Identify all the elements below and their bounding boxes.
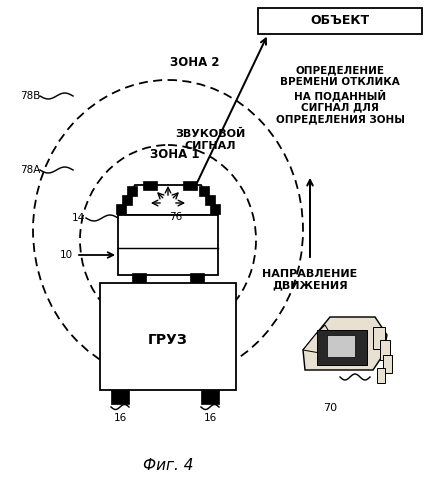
Bar: [190, 273, 204, 283]
Bar: [380, 340, 390, 360]
Bar: [143, 181, 157, 190]
Polygon shape: [303, 317, 387, 370]
Bar: [116, 204, 127, 214]
Bar: [100, 283, 236, 390]
Polygon shape: [118, 185, 218, 215]
Bar: [204, 195, 215, 205]
Bar: [327, 335, 355, 357]
Text: 10: 10: [60, 250, 73, 260]
Bar: [183, 181, 197, 190]
Bar: [377, 368, 385, 383]
Text: ЗОНА 2: ЗОНА 2: [170, 56, 220, 68]
Bar: [118, 215, 218, 275]
Text: ОБЪЕКТ: ОБЪЕКТ: [311, 14, 369, 28]
Bar: [258, 8, 422, 34]
Text: 76: 76: [169, 212, 183, 222]
Bar: [121, 195, 131, 205]
Bar: [373, 327, 385, 349]
Text: 16: 16: [113, 413, 127, 423]
Text: Фиг. 4: Фиг. 4: [143, 458, 193, 472]
Text: 70: 70: [323, 403, 337, 413]
Text: 16: 16: [203, 413, 216, 423]
Bar: [200, 186, 210, 196]
Text: 14: 14: [72, 213, 85, 223]
Text: 78A: 78A: [20, 165, 40, 175]
Bar: [127, 186, 137, 196]
Polygon shape: [303, 325, 331, 353]
Bar: [317, 330, 367, 365]
Text: НАПРАВЛЕНИЕ
ДВИЖЕНИЯ: НАПРАВЛЕНИЕ ДВИЖЕНИЯ: [262, 269, 358, 291]
Text: ГРУЗ: ГРУЗ: [148, 334, 188, 347]
Text: ЗОНА 1: ЗОНА 1: [150, 148, 200, 162]
Text: ЗВУКОВОЙ
СИГНАЛ: ЗВУКОВОЙ СИГНАЛ: [175, 129, 245, 151]
Bar: [210, 204, 219, 214]
Bar: [111, 390, 129, 404]
Bar: [383, 355, 392, 373]
Text: 78B: 78B: [20, 91, 40, 101]
Bar: [132, 273, 146, 283]
Text: ОПРЕДЕЛЕНИЕ
ВРЕМЕНИ ОТКЛИКА
НА ПОДАННЫЙ
СИГНАЛ ДЛЯ
ОПРЕДЕЛЕНИЯ ЗОНЫ: ОПРЕДЕЛЕНИЕ ВРЕМЕНИ ОТКЛИКА НА ПОДАННЫЙ …: [276, 66, 404, 124]
Bar: [201, 390, 219, 404]
